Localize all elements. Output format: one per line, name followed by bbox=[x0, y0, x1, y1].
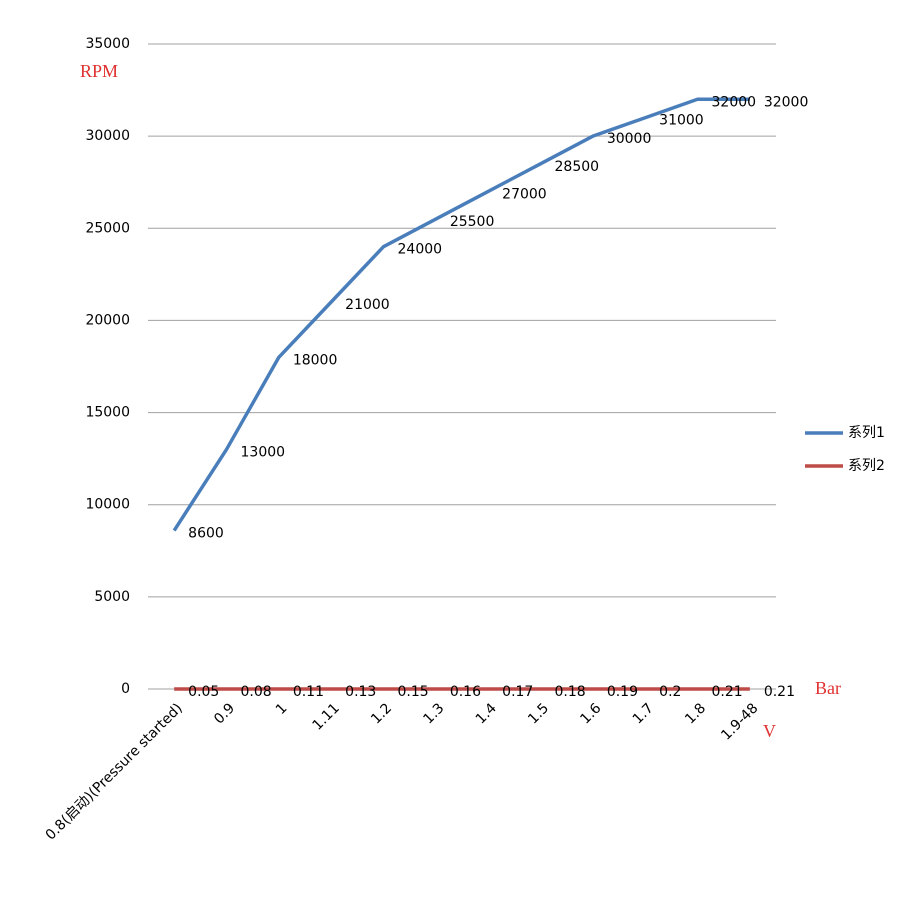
x-tick-label: 1.8 bbox=[682, 700, 709, 727]
y-axis-label: RPM bbox=[80, 61, 118, 81]
x-tick-label: 1.7 bbox=[630, 700, 657, 727]
y-tick-label: 5000 bbox=[94, 589, 130, 605]
data-label: 0.15 bbox=[398, 684, 429, 700]
x-tick-label: 1.3 bbox=[420, 700, 447, 727]
data-label: 0.2 bbox=[659, 684, 681, 700]
data-label: 32000 bbox=[712, 94, 757, 110]
data-label: 0.18 bbox=[555, 684, 586, 700]
x-tick-label: 1 bbox=[273, 700, 291, 718]
x-tick-label: 1.5 bbox=[525, 700, 552, 727]
x-tick-label: 1.6 bbox=[577, 700, 604, 727]
y-tick-label: 10000 bbox=[85, 497, 130, 513]
data-label: 0.11 bbox=[293, 684, 324, 700]
data-label: 0.16 bbox=[450, 684, 481, 700]
data-label: 0.13 bbox=[345, 684, 376, 700]
data-label: 30000 bbox=[607, 131, 652, 147]
x-axis-label: V bbox=[763, 721, 776, 741]
y-tick-label: 20000 bbox=[85, 312, 130, 328]
x-tick-label: 0.8(启动)(Pressure started) bbox=[43, 700, 186, 843]
data-label: 31000 bbox=[659, 113, 704, 129]
data-label: 32000 bbox=[764, 94, 809, 110]
data-label: 0.08 bbox=[241, 684, 272, 700]
legend-label: 系列2 bbox=[848, 458, 885, 474]
x-tick-label: 0.9 bbox=[211, 700, 238, 727]
legend-label: 系列1 bbox=[848, 425, 885, 441]
data-label: 0.21 bbox=[764, 684, 795, 700]
data-label: 24000 bbox=[398, 242, 443, 258]
y-tick-label: 0 bbox=[121, 681, 130, 697]
x-tick-label: 1.2 bbox=[368, 700, 395, 727]
y-tick-label: 30000 bbox=[85, 128, 130, 144]
data-label: 0.17 bbox=[502, 684, 533, 700]
data-label: 18000 bbox=[293, 352, 338, 368]
data-label: 21000 bbox=[345, 297, 390, 313]
data-label: 0.21 bbox=[712, 684, 743, 700]
series-line bbox=[172, 97, 750, 532]
y-tick-label: 35000 bbox=[85, 36, 130, 52]
data-label: 25500 bbox=[450, 214, 495, 230]
data-label: 0.19 bbox=[607, 684, 638, 700]
x-tick-label: 1.11 bbox=[309, 700, 342, 733]
x-tick-label: 1.9-48 bbox=[718, 700, 761, 743]
data-label: 27000 bbox=[502, 186, 547, 202]
annotation: Bar bbox=[815, 678, 841, 698]
data-label: 13000 bbox=[241, 444, 286, 460]
y-tick-label: 15000 bbox=[85, 405, 130, 421]
data-label: 28500 bbox=[555, 159, 600, 175]
data-label: 8600 bbox=[188, 526, 224, 542]
y-tick-label: 25000 bbox=[85, 220, 130, 236]
x-tick-label: 1.4 bbox=[473, 700, 500, 727]
data-label: 0.05 bbox=[188, 684, 219, 700]
